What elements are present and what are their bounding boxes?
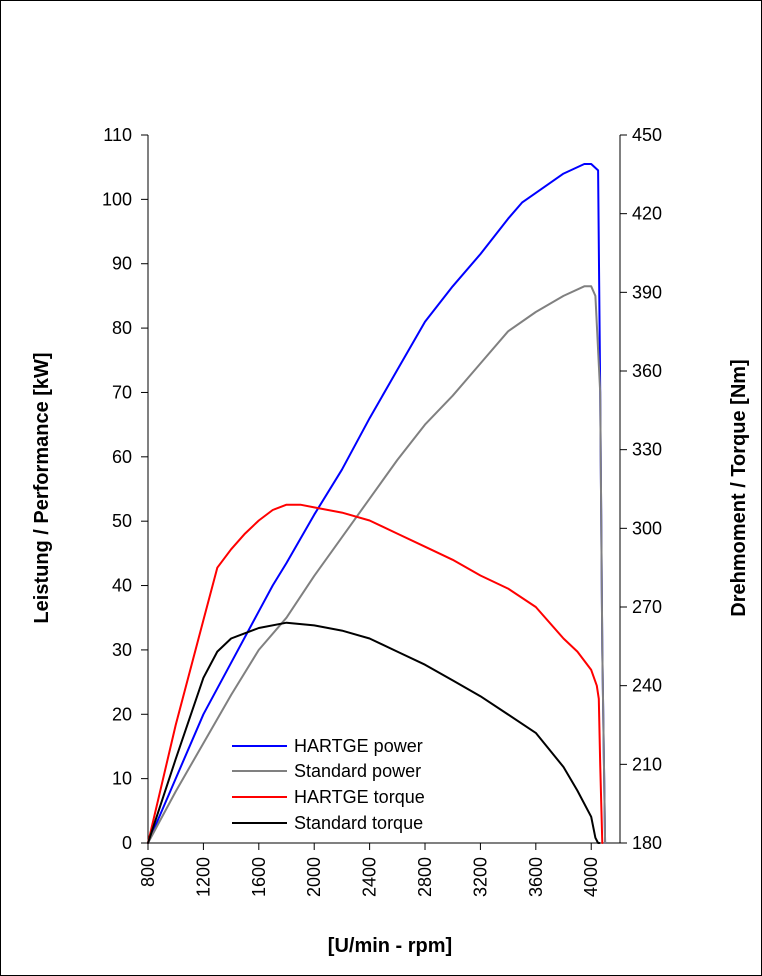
legend-label-standard-power: Standard power: [294, 761, 421, 781]
y-right-tick-label: 270: [632, 597, 662, 617]
y-left-tick-label: 30: [112, 640, 132, 660]
legend-label-hartge-torque: HARTGE torque: [294, 787, 425, 807]
y-left-tick-label: 110: [103, 125, 132, 145]
y-right-tick-label: 240: [632, 676, 662, 696]
y-left-tick-label: 100: [102, 189, 132, 209]
x-tick-label: 3600: [526, 857, 546, 897]
series-line-hartge-power: [147, 163, 607, 844]
y-right-tick-label: 360: [632, 361, 662, 381]
y-left-tick-label: 80: [112, 318, 132, 338]
series-line-standard-power: [147, 285, 607, 844]
y-left-tick-label: 40: [112, 576, 132, 596]
x-tick-label: 2000: [304, 857, 324, 897]
y-right-tick-label: 390: [632, 282, 662, 302]
y-axis-left-title: Leistung / Performance [kW]: [31, 352, 53, 623]
x-tick-label: 1600: [249, 857, 269, 897]
x-tick-label: 2400: [360, 857, 380, 897]
legend-label-hartge-power: HARTGE power: [294, 736, 423, 756]
y-left-tick-label: 50: [112, 511, 132, 531]
y-right-tick-label: 420: [632, 204, 662, 224]
x-tick-label: 3200: [470, 857, 490, 897]
y-right-tick-label: 180: [632, 833, 662, 853]
x-tick-label: 800: [138, 857, 158, 887]
series-layer: [147, 163, 607, 844]
tick-labels: 0 10 20 30 40 50 60 70 80 90 100 110 180 210 240 270 300…: [102, 125, 662, 897]
legend: HARTGE power Standard power HARTGE torqu…: [232, 736, 425, 833]
y-right-tick-label: 300: [632, 518, 662, 538]
y-right-tick-label: 330: [632, 440, 662, 460]
y-left-tick-label: 60: [112, 447, 132, 467]
y-left-tick-label: 90: [112, 254, 132, 274]
y-left-tick-label: 10: [112, 769, 132, 789]
x-tick-label: 1200: [193, 857, 213, 897]
series-line-hartge-torque: [147, 503, 604, 844]
axes: [141, 134, 627, 850]
y-right-tick-label: 210: [632, 754, 662, 774]
x-tick-label: 2800: [415, 857, 435, 897]
y-right-tick-label: 450: [632, 125, 662, 145]
legend-label-standard-torque: Standard torque: [294, 813, 423, 833]
x-axis-title: [U/min - rpm]: [328, 935, 452, 957]
y-left-tick-label: 20: [112, 704, 132, 724]
x-tick-label: 4000: [581, 857, 601, 897]
y-axis-right-title: Drehmoment / Torque [Nm]: [728, 359, 750, 616]
y-left-tick-label: 0: [122, 833, 132, 853]
y-left-tick-label: 70: [112, 382, 132, 402]
series-line-standard-torque: [147, 621, 601, 844]
